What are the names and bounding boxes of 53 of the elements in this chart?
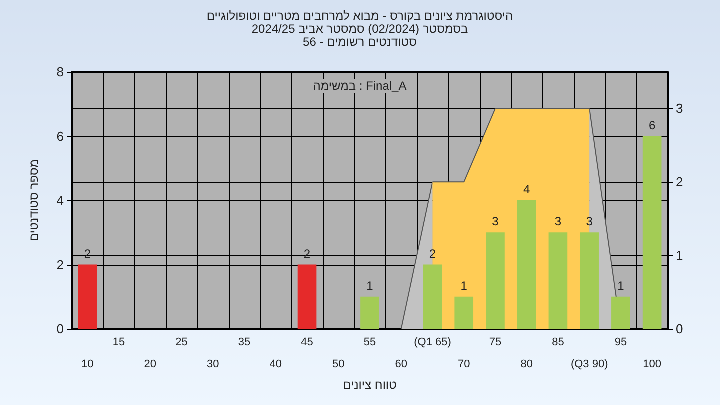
x-tick-label: 45 xyxy=(301,336,314,348)
x-tick-label: 95 xyxy=(614,336,628,348)
x-tick-label: 75 xyxy=(489,336,502,348)
bar xyxy=(548,232,568,329)
y-axis-title: מספר סטודנטים xyxy=(27,159,41,242)
y-tick-label: 2 xyxy=(56,257,64,272)
x-tick-label: 10 xyxy=(82,358,94,370)
bar xyxy=(298,264,317,329)
bar xyxy=(612,296,630,329)
bar xyxy=(423,264,442,329)
y-tick-label: 0 xyxy=(56,322,64,336)
x-tick-label: 55 xyxy=(364,336,376,348)
data-label: 1 xyxy=(366,278,374,293)
x-tick-label: (Q3 90) xyxy=(570,358,608,370)
y2-tick-label: 2 xyxy=(676,174,684,190)
bar xyxy=(454,296,474,329)
data-label: 1 xyxy=(460,278,468,293)
bar xyxy=(642,136,662,329)
y-tick-label: 8 xyxy=(56,64,64,80)
x-tick-label: 30 xyxy=(207,358,220,370)
y-tick-label: 6 xyxy=(56,128,64,144)
bar xyxy=(78,264,98,329)
data-label: 4 xyxy=(524,182,530,196)
x-tick-label: 80 xyxy=(520,358,533,370)
bar xyxy=(360,296,380,329)
data-label: 3 xyxy=(492,214,500,229)
y2-tick-label: 0 xyxy=(676,322,684,336)
data-label: 3 xyxy=(554,214,562,229)
chart-title: היסטוגרמת ציונים בקורס - מבוא למרחבים מטריים וטופולוגיים xyxy=(206,9,514,23)
x-tick-label: 40 xyxy=(270,358,282,370)
y2-tick-label: 1 xyxy=(676,248,684,264)
data-label: 2 xyxy=(429,246,436,261)
bar xyxy=(517,200,536,329)
x-tick-label: 50 xyxy=(332,358,345,370)
x-tick-label: 35 xyxy=(238,336,251,348)
x-tick-label: 20 xyxy=(144,358,157,370)
y-tick-label: 4 xyxy=(56,193,64,208)
x-tick-label: 85 xyxy=(552,336,564,348)
data-label: 3 xyxy=(586,214,594,229)
bar xyxy=(580,232,599,329)
data-label: 6 xyxy=(648,118,656,132)
x-tick-label: 60 xyxy=(395,358,408,370)
bar xyxy=(486,232,505,329)
annotation: Final_A : במשימה xyxy=(305,79,415,93)
y2-tick-label: 3 xyxy=(676,101,684,116)
x-tick-label: 15 xyxy=(112,336,126,348)
x-tick-label: 100 xyxy=(643,358,662,370)
x-tick-label: 25 xyxy=(176,336,188,348)
chart-subtitle: בסמסטר (02/2024) סמסטר אביב 2024/25 סטודנטים רשומים - 56 xyxy=(252,22,468,49)
x-tick-label: 70 xyxy=(458,358,470,370)
data-label: 1 xyxy=(618,278,625,293)
x-tick-label: (Q1 65) xyxy=(414,336,452,348)
x-axis-title: טווח ציונים xyxy=(343,378,398,392)
